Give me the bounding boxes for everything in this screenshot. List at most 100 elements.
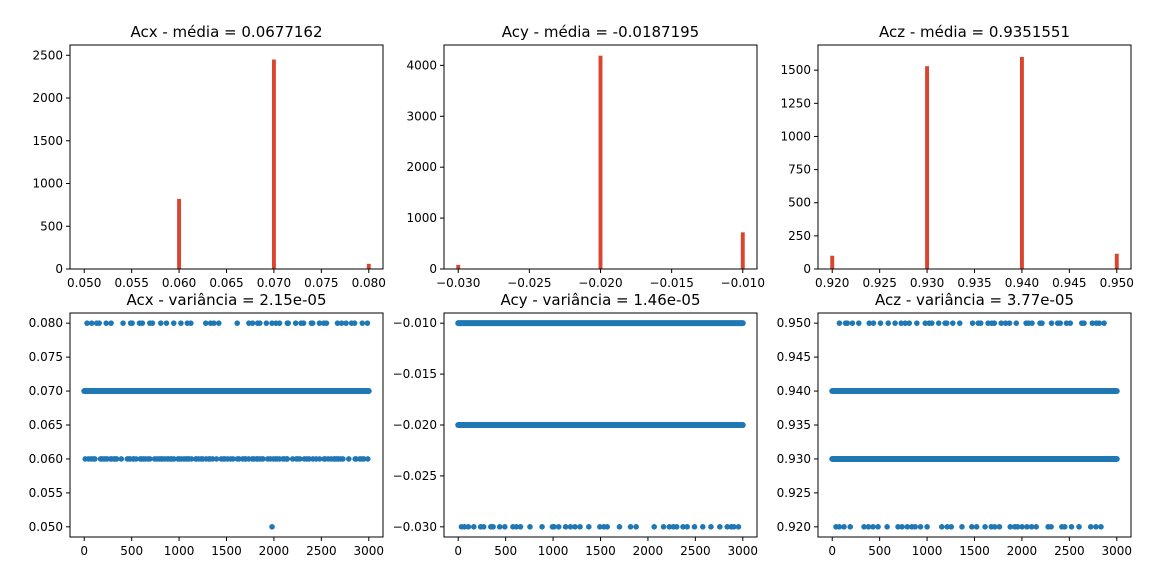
y-tick-label: 0.055	[29, 486, 63, 500]
x-tick-label: −0.015	[649, 276, 693, 290]
scatter-point	[992, 524, 998, 530]
scatter-point	[513, 524, 520, 530]
scatter-point	[866, 320, 873, 326]
x-tick-label: 1000	[912, 544, 943, 558]
scatter-point	[297, 456, 303, 462]
x-tick-label: 0	[454, 544, 462, 558]
scatter-point	[924, 524, 930, 530]
panel-3: Acz - média = 0.9351551 0.920 0.925 0.930 0.…	[780, 23, 1133, 290]
x-tick-label: 1500	[959, 544, 990, 558]
scatter-point	[691, 524, 698, 530]
x-tick-label: 0.070	[257, 276, 291, 290]
panel-1: Acx - média = 0.0677162 0.050 0.055 0.060 0.…	[32, 23, 385, 290]
scatter-point	[496, 524, 503, 530]
x-tick-label: 3000	[1101, 544, 1132, 558]
x-tick-label: 1500	[211, 544, 242, 558]
scatter-point	[847, 524, 854, 530]
y-tick-label: 750	[788, 163, 811, 177]
y-tick-label: 0.070	[29, 384, 63, 398]
scatter-point	[1101, 320, 1107, 326]
y-tick-label: 500	[788, 196, 811, 210]
x-tick-label: 0	[828, 544, 836, 558]
scatter-point	[577, 524, 583, 530]
scatter-point	[884, 524, 890, 530]
scatter-point	[234, 320, 241, 326]
scatter-point	[627, 524, 634, 530]
scatter-point	[959, 524, 965, 530]
scatter-point	[1033, 524, 1040, 530]
y-tick-label: 2000	[406, 160, 437, 174]
scatter-point	[1039, 320, 1045, 326]
y-tick-label: 0.075	[29, 350, 63, 364]
scatter-point	[1076, 524, 1082, 530]
scatter-point	[1014, 524, 1021, 530]
scatter-point	[660, 524, 667, 530]
y-tick-label: 0	[429, 262, 437, 276]
y-tick-label: 0.950	[777, 316, 811, 330]
x-tick-label: 0.940	[1005, 276, 1039, 290]
x-tick-label: 1000	[164, 544, 195, 558]
scatter-point	[604, 524, 610, 530]
scatter-point	[855, 320, 862, 326]
scatter-point	[527, 524, 533, 530]
scatter-point	[567, 524, 574, 530]
scatter-point	[1028, 524, 1035, 530]
scatter-point	[836, 524, 843, 530]
scatter-point	[316, 320, 323, 326]
scatter-point	[300, 320, 307, 326]
y-tick-label: 0.930	[777, 452, 811, 466]
scatter-point	[178, 320, 184, 326]
histogram-bar	[1019, 56, 1024, 270]
scatter-point	[870, 524, 876, 530]
y-tick-label: −0.030	[393, 520, 437, 534]
histogram-bar	[740, 232, 745, 269]
scatter-point	[1098, 524, 1104, 530]
scatter-point	[471, 524, 477, 530]
scatter-point	[359, 320, 366, 326]
histogram-bar	[598, 55, 603, 269]
panel-5: Acy - variância = 1.46e-05 0 500 1000 1500 20…	[393, 291, 758, 558]
scatter-point	[699, 524, 706, 530]
x-tick-label: 0.080	[352, 276, 386, 290]
x-tick-label: 500	[868, 544, 891, 558]
scatter-point	[938, 524, 945, 530]
y-tick-label: 1500	[32, 134, 63, 148]
scatter-point	[157, 320, 164, 326]
scatter-point	[113, 456, 120, 462]
scatter-point	[982, 524, 988, 530]
scatter-point	[213, 456, 220, 462]
scatter-point	[490, 524, 496, 530]
scatter-point	[991, 320, 998, 326]
scatter-point	[103, 320, 110, 326]
scatter-point	[572, 524, 578, 530]
x-tick-label: −0.025	[507, 276, 551, 290]
y-tick-label: 1000	[406, 211, 437, 225]
histogram-bar	[271, 59, 276, 270]
scatter-point	[139, 320, 146, 326]
y-tick-label: 2000	[32, 91, 63, 105]
scatter-point	[96, 320, 102, 326]
scatter-point	[844, 320, 851, 326]
panel-6: Acz - variância = 3.77e-05 0 500 1000 1500 20…	[777, 291, 1132, 558]
histogram-bar	[1114, 253, 1119, 269]
panel-title: Acx - média = 0.0677162	[130, 23, 322, 41]
scatter-point	[562, 524, 569, 530]
scatter-point	[343, 320, 349, 326]
y-tick-label: 0.920	[777, 520, 811, 534]
scatter-point	[338, 320, 345, 326]
x-tick-label: 0.060	[162, 276, 196, 290]
x-tick-label: 0.065	[209, 276, 243, 290]
x-tick-label: −0.010	[721, 276, 765, 290]
scatter-point	[861, 524, 867, 530]
scatter-point	[735, 524, 742, 530]
scatter-point	[249, 320, 256, 326]
scatter-point	[256, 320, 263, 326]
scatter-point	[92, 456, 98, 462]
scatter-point	[170, 320, 177, 326]
scatter-point	[323, 320, 330, 326]
x-tick-label: −0.020	[578, 276, 622, 290]
x-tick-label: 500	[494, 544, 517, 558]
scatter-point	[361, 456, 367, 462]
scatter-point	[684, 524, 690, 530]
scatter-point	[551, 524, 557, 530]
